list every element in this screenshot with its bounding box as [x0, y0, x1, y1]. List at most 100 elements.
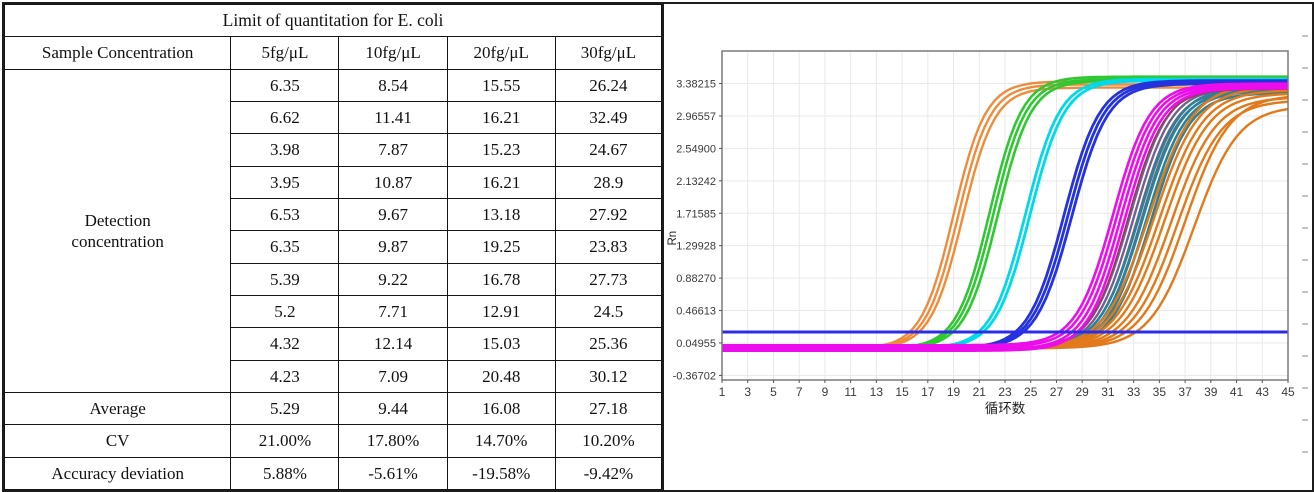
table-cell: 8.54: [338, 68, 448, 102]
table-cell: 32.49: [554, 100, 663, 135]
summary-row: Accuracy deviation 5.88% -5.61% -19.58% -9.4…: [3, 456, 663, 491]
table-cell: -19.58%: [446, 456, 556, 491]
x-tick-label: 1: [719, 385, 726, 399]
table-cell: 6.35: [230, 68, 340, 102]
column-header-0: Sample Concentration: [3, 36, 232, 70]
x-tick-label: 35: [1153, 385, 1167, 399]
table-cell: 26.24: [554, 68, 663, 102]
table-cell: 24.67: [554, 133, 663, 167]
table-cell: 27.18: [554, 391, 663, 426]
table-cell: 28.9: [554, 165, 663, 199]
table-cell: 10.87: [338, 165, 448, 199]
y-tick-label: -0.36702: [673, 370, 716, 382]
loq-table-panel: Limit of quantitation for E. coli Sample …: [3, 3, 664, 491]
x-tick-label: 33: [1127, 385, 1141, 399]
table-cell: 16.21: [446, 100, 556, 135]
amplification-curves: [722, 75, 1288, 352]
x-tick-label: 9: [822, 385, 829, 399]
table-cell: 6.35: [230, 230, 340, 264]
table-cell: 9.22: [338, 262, 448, 296]
x-tick-label: 13: [870, 385, 884, 399]
x-tick-label: 45: [1281, 385, 1295, 399]
x-tick-label: 21: [973, 385, 987, 399]
y-tick-label: 2.54900: [676, 143, 716, 155]
y-tick-label: 1.29928: [676, 241, 716, 253]
table-cell: 11.41: [338, 100, 448, 135]
x-tick-label: 31: [1101, 385, 1115, 399]
amplification-chart-panel: 3.38215 2.96557 2.54900 2.13242 1.71585 1.299…: [664, 4, 1312, 490]
table-cell: 15.23: [446, 133, 556, 167]
y-tick-label: 0.88270: [676, 273, 716, 285]
table-row: 3.95 10.87 16.21 28.9: [5, 165, 663, 199]
table-cell: 12.14: [338, 327, 448, 361]
column-header-3: 20fg/μL: [446, 36, 556, 70]
table-row: 6.35 9.87 19.25 23.83: [5, 230, 663, 264]
x-tick-label: 7: [796, 385, 803, 399]
table-cell: 5.39: [230, 262, 340, 296]
table-cell: 10.20%: [554, 424, 663, 458]
amplification-plot: 3.38215 2.96557 2.54900 2.13242 1.71585 1.299…: [667, 35, 1308, 453]
table-row: 5.39 9.22 16.78 27.73: [5, 262, 663, 296]
table-cell: 9.44: [338, 391, 448, 426]
table-cell: 14.70%: [446, 424, 556, 458]
x-tick-label: 39: [1204, 385, 1218, 399]
table-row: 5.2 7.71 12.91 24.5: [5, 294, 663, 329]
y-tick-label: 1.71585: [676, 208, 716, 220]
y-tick-label: 3.38215: [676, 79, 716, 91]
x-tick-label: 3: [744, 385, 751, 399]
y-tick-label: 0.46613: [676, 306, 716, 318]
table-cell: 7.71: [338, 294, 448, 329]
table-cell: 13.18: [446, 197, 556, 232]
summary-label: Accuracy deviation: [3, 456, 232, 491]
magenta-group: [722, 82, 1288, 347]
table-cell: 23.83: [554, 230, 663, 264]
table-cell: 16.08: [446, 391, 556, 426]
table-title-row: Limit of quantitation for E. coli: [4, 3, 662, 38]
table-cell: 21.00%: [230, 424, 340, 458]
table-cell: 19.25: [446, 230, 556, 264]
x-tick-label: 29: [1076, 385, 1090, 399]
x-tick-label: 27: [1050, 385, 1064, 399]
table-cell: 3.95: [230, 165, 340, 199]
magenta-group: [722, 85, 1288, 351]
magenta-group: [722, 87, 1288, 352]
table-cell: 17.80%: [338, 424, 448, 458]
table-cell: 16.78: [446, 262, 556, 296]
x-tick-label: 41: [1230, 385, 1244, 399]
y-tick-label: 2.13242: [676, 176, 716, 188]
table-cell: 5.2: [230, 294, 340, 329]
table-cell: -9.42%: [554, 456, 663, 491]
table-row: 4.32 12.14 15.03 25.36: [5, 327, 663, 361]
table-cell: 15.03: [446, 327, 556, 361]
column-header-1: 5fg/μL: [230, 36, 340, 70]
x-tick-label: 5: [770, 385, 777, 399]
table-cell: 9.67: [338, 197, 448, 232]
table-cell: 27.92: [554, 197, 663, 232]
x-tick-label: 23: [998, 385, 1012, 399]
loq-table: Limit of quantitation for E. coli Sample …: [3, 3, 663, 491]
table-title: Limit of quantitation for E. coli: [4, 3, 662, 38]
table-row: 3.98 7.87 15.23 24.67: [5, 133, 663, 167]
table-cell: 25.36: [554, 327, 663, 361]
summary-label: Average: [3, 391, 232, 426]
y-tick-label: 2.96557: [676, 111, 716, 123]
x-tick-label: 37: [1178, 385, 1192, 399]
x-axis-title: 循环数: [985, 401, 1026, 416]
table-cell: 30.12: [554, 359, 663, 393]
summary-label: CV: [3, 424, 232, 458]
table-cell: 6.53: [230, 197, 340, 232]
x-tick-label: 17: [921, 385, 935, 399]
table-cell: 16.21: [446, 165, 556, 199]
table-header-row: Sample Concentration 5fg/μL 10fg/μL 20fg/μL…: [3, 36, 663, 70]
row-group-label: Detection concentration: [3, 68, 232, 393]
x-tick-label: 11: [844, 385, 857, 399]
table-cell: 12.91: [446, 294, 556, 329]
table-cell: 27.73: [554, 262, 663, 296]
summary-row: CV 21.00% 17.80% 14.70% 10.20%: [3, 424, 663, 458]
table-cell: 9.87: [338, 230, 448, 264]
table-row: 6.62 11.41 16.21 32.49: [5, 100, 663, 135]
table-cell: 7.87: [338, 133, 448, 167]
y-axis-title: Rn: [667, 231, 679, 246]
y-tick-label: 0.04955: [676, 338, 716, 350]
